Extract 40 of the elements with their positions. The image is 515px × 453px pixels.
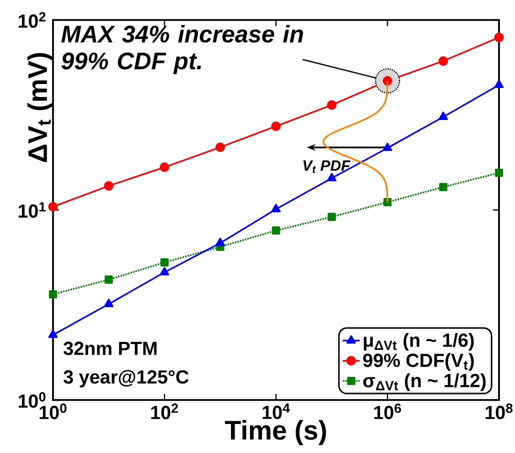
point xyxy=(104,298,114,308)
point xyxy=(326,100,337,110)
point xyxy=(160,267,170,276)
x-tick-label: 10$^{4}$ xyxy=(262,404,290,420)
point xyxy=(215,142,226,152)
point xyxy=(494,80,504,88)
annotation: V$_{t}$ PDF xyxy=(303,160,350,173)
x-tick-label: 10$^{8}$ xyxy=(486,404,513,420)
point xyxy=(494,32,504,42)
point xyxy=(104,276,113,284)
point xyxy=(160,162,170,172)
point xyxy=(271,204,281,212)
x-tick-label: 10$^{6}$ xyxy=(374,404,401,420)
y-tick-label: 10$^{2}$ xyxy=(18,12,46,28)
point xyxy=(272,226,280,235)
point xyxy=(438,56,448,66)
point xyxy=(104,181,114,191)
x-tick-label: 10$^{0}$ xyxy=(40,404,66,420)
point xyxy=(271,121,281,132)
point xyxy=(160,258,169,266)
annotation: 32nm PTM xyxy=(64,342,156,356)
point xyxy=(494,168,504,177)
point xyxy=(382,142,392,152)
point xyxy=(327,172,336,182)
point xyxy=(48,202,58,212)
x-tick-label: 10$^{2}$ xyxy=(151,404,178,420)
legend-label: 99% CDF(V$_{t}$) xyxy=(363,353,474,371)
point xyxy=(216,238,225,246)
annotation: 3 year@125°C xyxy=(64,370,189,388)
point xyxy=(328,212,336,221)
x-axis-title: Time (s) xyxy=(224,420,326,446)
annotation: MAX 34% increase in 99% CDF pt. xyxy=(61,24,304,74)
point xyxy=(48,290,58,298)
y-tick-label: 10$^{1}$ xyxy=(18,202,46,218)
point xyxy=(439,183,448,192)
legend-label: σ$_{ΔVt}$ (n ~ 1/12) xyxy=(363,373,486,391)
y-axis-title: ΔV$_{t}$ (mV) xyxy=(27,53,52,162)
point xyxy=(438,112,448,120)
legend-label: μ$_{ΔVt}$ (n ~ 1/6) xyxy=(364,332,474,351)
point xyxy=(48,330,58,338)
